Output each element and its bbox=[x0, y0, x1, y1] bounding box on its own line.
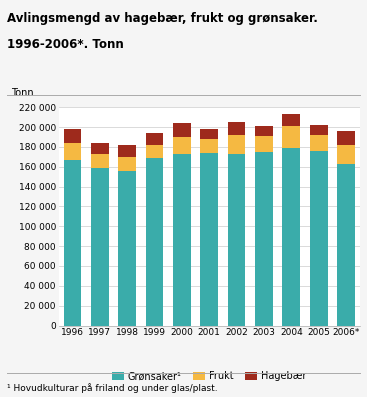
Bar bbox=[63, 160, 81, 326]
Bar bbox=[228, 154, 246, 326]
Bar bbox=[310, 151, 327, 326]
Bar bbox=[118, 145, 136, 157]
Bar bbox=[200, 129, 218, 139]
Bar bbox=[118, 171, 136, 326]
Bar bbox=[91, 168, 109, 326]
Bar bbox=[200, 153, 218, 326]
Bar bbox=[173, 123, 191, 137]
Bar bbox=[91, 154, 109, 168]
Bar bbox=[337, 131, 355, 145]
Text: ¹ Hovudkulturar på friland og under glas/plast.: ¹ Hovudkulturar på friland og under glas… bbox=[7, 383, 218, 393]
Bar bbox=[146, 145, 163, 158]
Bar bbox=[255, 152, 273, 326]
Bar bbox=[200, 139, 218, 153]
Bar bbox=[63, 129, 81, 143]
Bar bbox=[310, 125, 327, 135]
Bar bbox=[118, 157, 136, 171]
Bar bbox=[228, 122, 246, 135]
Text: 1996-2006*. Tonn: 1996-2006*. Tonn bbox=[7, 38, 124, 51]
Bar bbox=[255, 136, 273, 152]
Bar bbox=[282, 114, 300, 126]
Bar bbox=[337, 164, 355, 326]
Bar bbox=[337, 145, 355, 164]
Bar bbox=[310, 135, 327, 151]
Bar bbox=[146, 133, 163, 145]
Bar bbox=[255, 126, 273, 136]
Legend: Grønsaker¹, Frukt, Hagebær: Grønsaker¹, Frukt, Hagebær bbox=[108, 368, 310, 385]
Bar bbox=[282, 126, 300, 148]
Text: Tonn: Tonn bbox=[11, 89, 33, 98]
Bar bbox=[173, 154, 191, 326]
Bar bbox=[173, 137, 191, 154]
Bar bbox=[282, 148, 300, 326]
Bar bbox=[91, 143, 109, 154]
Bar bbox=[63, 143, 81, 160]
Text: Avlingsmengd av hagebær, frukt og grønsaker.: Avlingsmengd av hagebær, frukt og grønsa… bbox=[7, 12, 318, 25]
Bar bbox=[228, 135, 246, 154]
Bar bbox=[146, 158, 163, 326]
